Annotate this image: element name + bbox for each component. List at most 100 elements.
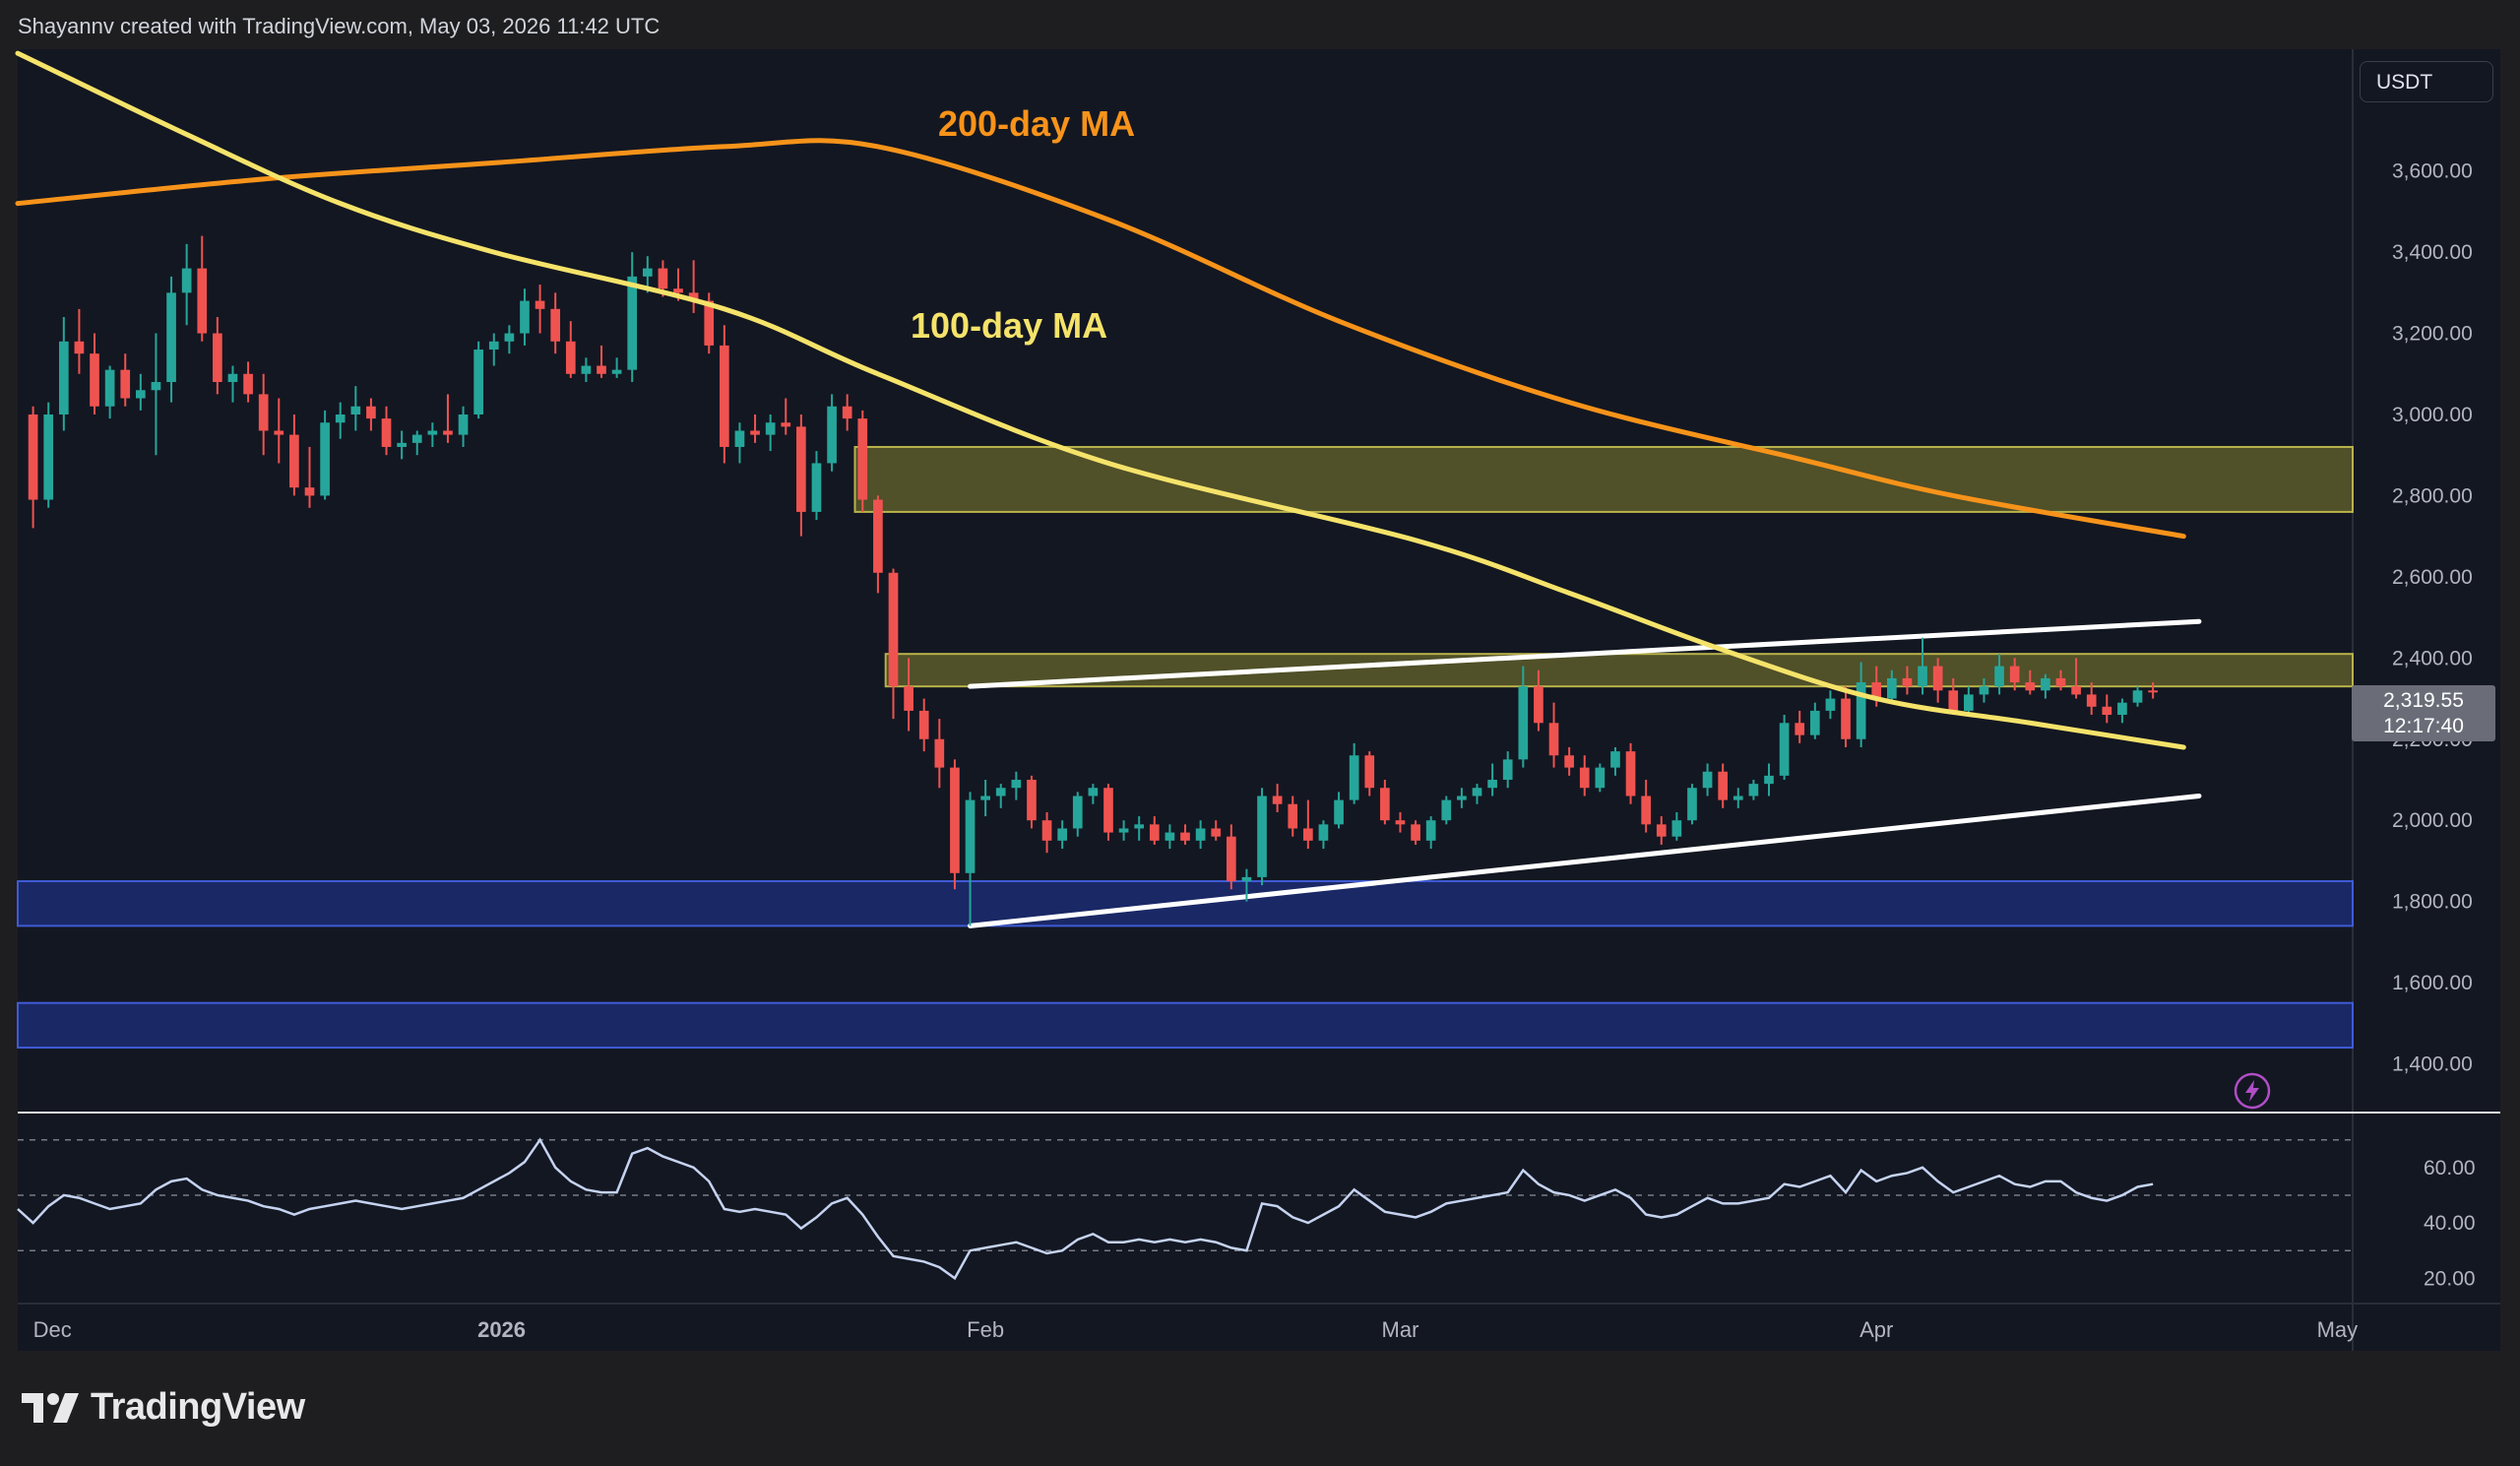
candle (581, 357, 592, 383)
candle-body (90, 353, 99, 407)
tradingview-logo[interactable]: TradingView (22, 1386, 305, 1429)
candle-body (243, 373, 253, 395)
candle (381, 406, 392, 456)
candle (473, 341, 483, 419)
candle-body (1748, 784, 1759, 797)
candle-body (520, 300, 530, 334)
candle (2055, 669, 2066, 691)
candle-body (1395, 820, 1406, 825)
candle (1118, 820, 1129, 841)
candle (304, 446, 315, 508)
candle (90, 333, 99, 414)
candle-body (1487, 779, 1497, 789)
candles-layer (28, 235, 2158, 926)
candle-body (2055, 677, 2066, 687)
candle-body (1887, 677, 1897, 699)
candle (1149, 816, 1160, 845)
candle (1887, 669, 1897, 703)
candle (1057, 820, 1067, 850)
candle (1825, 690, 1836, 720)
candle-body (411, 434, 422, 443)
candle (2132, 686, 2143, 707)
candle-body (74, 341, 85, 354)
candle (136, 373, 146, 411)
candle-body (320, 422, 330, 496)
candle (1041, 811, 1052, 854)
candle-body (1656, 824, 1667, 837)
candle-body (597, 365, 606, 374)
candle-body (1548, 723, 1559, 756)
rsi-tick-label: 40.00 (2424, 1212, 2476, 1235)
currency-selector[interactable]: USDT (2360, 61, 2493, 102)
candle (1518, 666, 1529, 768)
candle (320, 410, 330, 500)
price-tick-label: 1,400.00 (2392, 1053, 2473, 1076)
candle-body (227, 373, 238, 383)
candle-body (2009, 666, 2020, 683)
candle-body (1702, 771, 1713, 789)
time-tick-label: Feb (967, 1317, 1004, 1342)
candle (1902, 666, 1913, 695)
candle (458, 406, 469, 447)
candle-body (965, 799, 976, 873)
candle (1809, 702, 1820, 739)
candle-body (427, 430, 438, 435)
candle-body (1641, 796, 1651, 825)
candle (1534, 669, 1544, 732)
candle (1349, 742, 1359, 804)
candle (1779, 715, 1790, 780)
candle (1702, 763, 1713, 797)
rsi-line (17, 1137, 2154, 1281)
candle (2086, 682, 2097, 716)
candle (2071, 658, 2081, 699)
candle (520, 288, 530, 346)
candle-body (2102, 706, 2112, 716)
candle-body (381, 418, 392, 447)
candle-body (950, 767, 960, 873)
candle (888, 568, 899, 720)
candle (1441, 796, 1452, 825)
candle-body (289, 434, 299, 488)
time-tick-label: 2026 (477, 1317, 526, 1342)
candle-body (642, 268, 653, 277)
candle-body (750, 430, 760, 435)
candle-body (934, 738, 945, 768)
candle-body (197, 268, 208, 334)
candle (1334, 792, 1344, 829)
candle (197, 235, 208, 342)
candle-body (827, 406, 837, 464)
candle-body (335, 414, 346, 423)
candle-body (2148, 690, 2158, 693)
time-tick-label: Mar (1382, 1317, 1419, 1342)
candle-body (304, 487, 315, 496)
candle (213, 317, 222, 395)
price-tick-label: 3,400.00 (2392, 241, 2473, 264)
price-tick-label: 3,200.00 (2392, 323, 2473, 346)
candle (1011, 771, 1022, 800)
candle (1548, 702, 1559, 768)
candle (1502, 751, 1513, 789)
candle-body (1948, 690, 1959, 711)
candle-body (2086, 694, 2097, 707)
candle (1856, 662, 1866, 748)
candle-body (1149, 824, 1160, 841)
candle-body (1226, 836, 1236, 882)
candle (504, 325, 515, 354)
candle-body (611, 369, 622, 374)
candle (1610, 747, 1620, 776)
candle-body (1687, 788, 1697, 821)
resistance-zone (853, 445, 2354, 513)
candle (565, 321, 576, 378)
candle-body (1534, 686, 1544, 724)
candle (811, 451, 822, 521)
candle-body (350, 406, 361, 414)
candle (1425, 816, 1436, 850)
trendlines-layer (968, 618, 2202, 928)
candle (1564, 747, 1574, 776)
candle-body (1088, 788, 1099, 797)
candle-body (366, 406, 376, 419)
candle (1748, 779, 1759, 800)
candle (43, 402, 54, 508)
lightning-alert-icon[interactable] (2233, 1071, 2272, 1111)
